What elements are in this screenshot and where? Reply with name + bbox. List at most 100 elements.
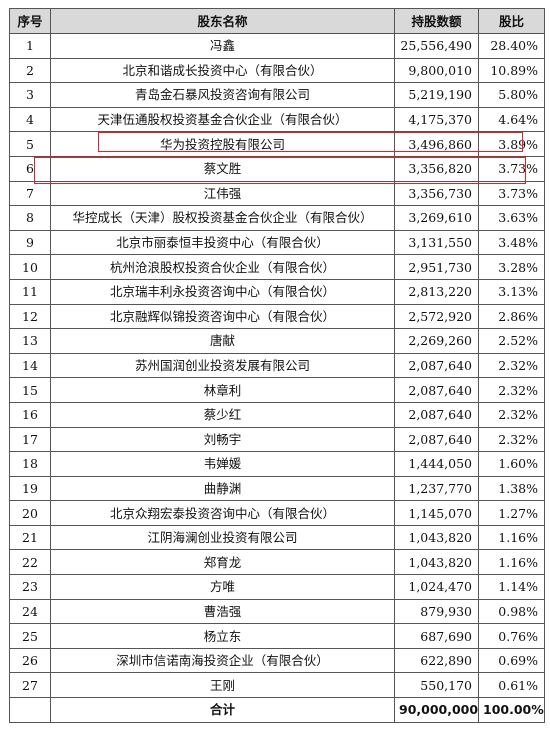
idx-cell: 20 (9, 500, 51, 526)
name-cell: 江阴海澜创业投资有限公司 (50, 524, 395, 551)
name-cell: 韦婵媛 (50, 451, 395, 477)
idx-cell: 23 (9, 574, 51, 600)
idx-cell: 12 (9, 303, 51, 330)
shares-cell: 3,356,820 (394, 155, 479, 182)
table-row: 24 曹浩强 879,930 0.98% (9, 598, 545, 625)
shares-cell: 879,930 (394, 598, 479, 625)
table-row: 1 冯鑫 25,556,490 28.40% (9, 33, 545, 59)
shares-cell: 622,890 (394, 647, 479, 674)
table-row: 18 韦婵媛 1,444,050 1.60% (9, 451, 545, 477)
name-cell: 深圳市信诺南海投资企业（有限合伙） (50, 647, 395, 674)
name-cell: 华为投资控股有限公司 (50, 131, 395, 157)
idx-cell: 5 (9, 131, 51, 157)
name-cell: 林章利 (50, 377, 395, 403)
total-shares: 90,000,000 (394, 697, 479, 723)
name-cell: 北京市丽泰恒丰投资中心（有限合伙） (50, 229, 395, 256)
name-cell: 天津伍通股权投资基金合伙企业（有限合伙） (50, 106, 395, 133)
idx-cell: 24 (9, 598, 51, 625)
table-row: 6 蔡文胜 3,356,820 3.73% (9, 155, 545, 182)
ratio-cell: 3.89% (478, 131, 545, 157)
table-row: 26 深圳市信诺南海投资企业（有限合伙） 622,890 0.69% (9, 647, 545, 674)
ratio-cell: 28.40% (478, 33, 545, 59)
name-cell: 曹浩强 (50, 598, 395, 625)
header-ratio: 股比 (478, 8, 545, 34)
total-ratio: 100.00% (478, 697, 545, 723)
name-cell: 青岛金石暴风投资咨询有限公司 (50, 82, 395, 108)
ratio-cell: 1.27% (478, 500, 545, 526)
idx-cell: 19 (9, 475, 51, 502)
name-cell: 北京众翔宏泰投资咨询中心（有限合伙） (50, 500, 395, 526)
table-row: 14 苏州国润创业投资发展有限公司 2,087,640 2.32% (9, 352, 545, 379)
ratio-cell: 1.16% (478, 549, 545, 576)
ratio-cell: 2.32% (478, 426, 545, 453)
name-cell: 方唯 (50, 574, 395, 600)
shares-cell: 1,024,470 (394, 574, 479, 600)
shares-cell: 3,269,610 (394, 205, 479, 231)
name-cell: 北京和谐成长投资中心（有限合伙） (50, 57, 395, 84)
ratio-cell: 3.63% (478, 205, 545, 231)
shareholder-table: 序号 股东名称 持股数额 股比 1 冯鑫 25,556,490 28.40% 2 北京和谐… (9, 8, 545, 723)
ratio-cell: 1.14% (478, 574, 545, 600)
table-row: 27 王刚 550,170 0.61% (9, 672, 545, 699)
table-row: 15 林章利 2,087,640 2.32% (9, 377, 545, 403)
shares-cell: 2,087,640 (394, 352, 479, 379)
table-row: 22 郑育龙 1,043,820 1.16% (9, 549, 545, 576)
idx-cell: 10 (9, 254, 51, 280)
table-row: 19 曲静渊 1,237,770 1.38% (9, 475, 545, 502)
table-row: 23 方唯 1,024,470 1.14% (9, 574, 545, 600)
table-row: 11 北京瑞丰利永投资咨询中心（有限合伙） 2,813,220 3.13% (9, 278, 545, 305)
idx-cell: 7 (9, 180, 51, 207)
shares-cell: 687,690 (394, 623, 479, 649)
table-row: 12 北京融辉似锦投资咨询中心（有限合伙） 2,572,920 2.86% (9, 303, 545, 330)
idx-cell: 17 (9, 426, 51, 453)
ratio-cell: 3.73% (478, 180, 545, 207)
idx-cell: 4 (9, 106, 51, 133)
shares-cell: 2,951,730 (394, 254, 479, 280)
shares-cell: 4,175,370 (394, 106, 479, 133)
idx-cell: 21 (9, 524, 51, 551)
name-cell: 刘畅宇 (50, 426, 395, 453)
name-cell: 蔡少红 (50, 401, 395, 428)
ratio-cell: 2.32% (478, 377, 545, 403)
shares-cell: 1,043,820 (394, 524, 479, 551)
ratio-cell: 2.86% (478, 303, 545, 330)
idx-cell: 18 (9, 451, 51, 477)
idx-cell: 25 (9, 623, 51, 649)
shares-cell: 1,444,050 (394, 451, 479, 477)
ratio-cell: 4.64% (478, 106, 545, 133)
header-name: 股东名称 (50, 8, 395, 34)
name-cell: 华控成长（天津）股权投资基金合伙企业（有限合伙） (50, 205, 395, 231)
table-row: 25 杨立东 687,690 0.76% (9, 623, 545, 649)
idx-cell: 6 (9, 155, 51, 182)
ratio-cell: 2.32% (478, 352, 545, 379)
name-cell: 北京瑞丰利永投资咨询中心（有限合伙） (50, 278, 395, 305)
shares-cell: 1,043,820 (394, 549, 479, 576)
ratio-cell: 3.48% (478, 229, 545, 256)
ratio-cell: 2.52% (478, 328, 545, 354)
total-row: 合计 90,000,000 100.00% (9, 697, 545, 723)
shares-cell: 3,131,550 (394, 229, 479, 256)
table-row: 8 华控成长（天津）股权投资基金合伙企业（有限合伙） 3,269,610 3.63% (9, 205, 545, 231)
idx-cell: 26 (9, 647, 51, 674)
idx-cell: 1 (9, 33, 51, 59)
shares-cell: 2,087,640 (394, 377, 479, 403)
table-row: 2 北京和谐成长投资中心（有限合伙） 9,800,010 10.89% (9, 57, 545, 84)
idx-cell: 22 (9, 549, 51, 576)
shares-cell: 25,556,490 (394, 33, 479, 59)
table-body: 1 冯鑫 25,556,490 28.40% 2 北京和谐成长投资中心（有限合伙） 9,80… (9, 33, 545, 699)
table-row: 3 青岛金石暴风投资咨询有限公司 5,219,190 5.80% (9, 82, 545, 108)
table-row: 10 杭州沧浪股权投资合伙企业（有限合伙） 2,951,730 3.28% (9, 254, 545, 280)
shares-cell: 9,800,010 (394, 57, 479, 84)
ratio-cell: 0.69% (478, 647, 545, 674)
idx-cell: 27 (9, 672, 51, 699)
table-row: 9 北京市丽泰恒丰投资中心（有限合伙） 3,131,550 3.48% (9, 229, 545, 256)
idx-cell: 2 (9, 57, 51, 84)
shares-cell: 2,813,220 (394, 278, 479, 305)
shares-cell: 2,087,640 (394, 401, 479, 428)
idx-cell: 16 (9, 401, 51, 428)
shares-cell: 1,145,070 (394, 500, 479, 526)
name-cell: 苏州国润创业投资发展有限公司 (50, 352, 395, 379)
name-cell: 冯鑫 (50, 33, 395, 59)
ratio-cell: 1.60% (478, 451, 545, 477)
shares-cell: 3,356,730 (394, 180, 479, 207)
